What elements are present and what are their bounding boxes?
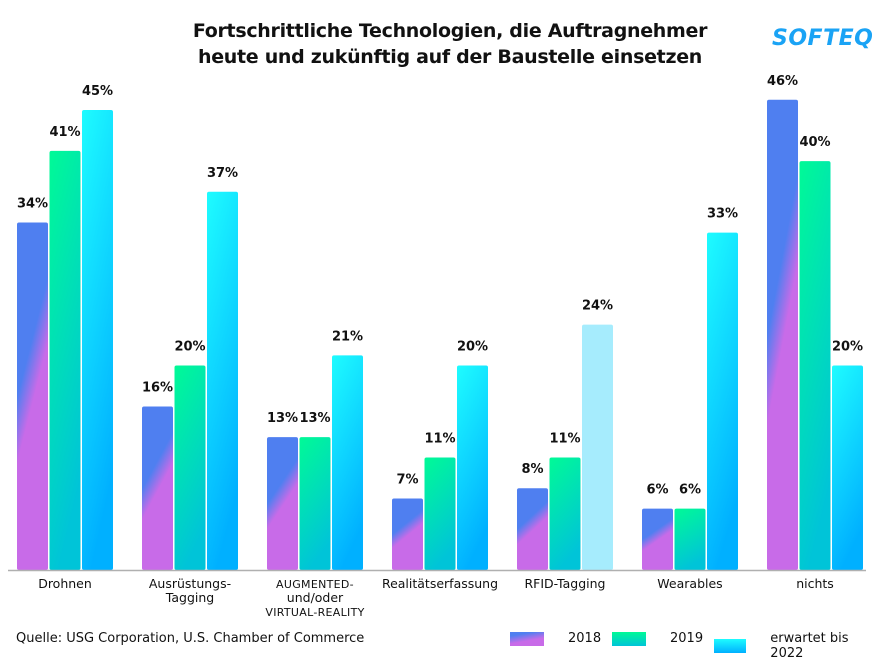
bar-2018-1	[142, 406, 173, 570]
bar-2018-2	[267, 437, 298, 570]
bar-2022-1	[207, 191, 238, 570]
bar-2022-6	[832, 365, 863, 570]
legend-label-2022: erwartet bis 2022	[770, 631, 849, 661]
bar-2018-3	[392, 498, 423, 570]
bar-2018-6	[767, 99, 798, 571]
bar-2019-6	[799, 161, 831, 570]
value-label-2022-1: 37%	[207, 166, 238, 181]
category-label-2-line-2: VIRTUAL-REALITY	[265, 606, 364, 619]
value-label-2018-3: 7%	[396, 472, 418, 487]
legend-item-2019: 2019	[612, 631, 703, 646]
value-label-2019-1: 20%	[174, 340, 205, 355]
value-label-2018-6: 46%	[767, 74, 798, 89]
category-label-1-line-1: Tagging	[165, 590, 214, 605]
legend-swatch-2019	[612, 631, 646, 646]
legend-label-2019: 2019	[670, 631, 704, 646]
legend-item-2018: 2018	[510, 631, 601, 646]
category-labels: Drohnen Ausrüstungs-Tagging AUGMENTED-und/…	[38, 576, 834, 619]
value-labels: 34% 41% 45% 16% 20% 37% 13% 13% 21% 7% 11% 20% 8% 11%…	[17, 74, 863, 498]
legend-swatch-2022	[714, 639, 747, 653]
value-label-2019-5: 6%	[679, 483, 701, 498]
softeq-logo: SOFTEQ	[772, 26, 874, 51]
bar-2019-0	[49, 150, 81, 570]
category-label-4-line-0: RFID-Tagging	[525, 576, 606, 591]
value-label-2019-4: 11%	[549, 432, 580, 447]
value-label-2022-6: 20%	[832, 340, 863, 355]
category-label-0-line-0: Drohnen	[38, 576, 92, 591]
category-label-1-line-0: Ausrüstungs-	[149, 576, 231, 591]
bar-2019-5	[674, 508, 706, 570]
value-label-2018-4: 8%	[521, 462, 543, 477]
bars-group	[17, 99, 863, 571]
bar-2019-3	[424, 457, 456, 570]
legend-label-2018: 2018	[568, 631, 602, 646]
value-label-2018-0: 34%	[17, 196, 48, 211]
value-label-2019-0: 41%	[49, 125, 80, 140]
value-label-2018-2: 13%	[267, 411, 298, 426]
bar-2018-4	[517, 488, 548, 570]
category-label-2-line-1: und/oder	[287, 590, 344, 605]
bar-2022-3	[457, 365, 488, 570]
chart-title: Fortschrittliche Technologien, die Auftr…	[150, 18, 750, 70]
category-label-5-line-0: Wearables	[657, 576, 722, 591]
value-label-2022-3: 20%	[457, 340, 488, 355]
bar-2022-4	[582, 324, 613, 570]
bar-2022-5	[707, 232, 738, 570]
bar-2019-1	[174, 365, 206, 570]
chart-title-line-1: Fortschrittliche Technologien, die Auftr…	[192, 20, 708, 42]
value-label-2022-2: 21%	[332, 329, 363, 344]
value-label-2019-3: 11%	[424, 432, 455, 447]
chart-title-line-2: heute und zukünftig auf der Baustelle ei…	[197, 46, 703, 68]
bar-2022-2	[332, 355, 363, 570]
value-label-2019-2: 13%	[299, 411, 330, 426]
category-label-3-line-0: Realitätserfassung	[382, 576, 498, 591]
category-label-6-line-0: nichts	[796, 576, 834, 591]
value-label-2018-5: 6%	[646, 483, 668, 498]
source-note: Quelle: USG Corporation, U.S. Chamber of…	[16, 631, 365, 646]
legend-item-2022: erwartet bis 2022	[714, 631, 880, 661]
bar-2022-0	[82, 110, 113, 570]
bar-2019-4	[549, 457, 581, 570]
bar-2018-5	[642, 508, 673, 570]
value-label-2022-5: 33%	[707, 207, 738, 222]
value-label-2019-6: 40%	[799, 135, 830, 150]
value-label-2022-4: 24%	[582, 299, 613, 314]
category-label-2-line-0: AUGMENTED-	[276, 578, 354, 591]
value-label-2022-0: 45%	[82, 84, 113, 99]
bar-2019-2	[299, 437, 331, 570]
value-label-2018-1: 16%	[142, 380, 173, 395]
bar-2018-0	[17, 222, 48, 570]
legend-swatch-2018	[510, 631, 544, 646]
